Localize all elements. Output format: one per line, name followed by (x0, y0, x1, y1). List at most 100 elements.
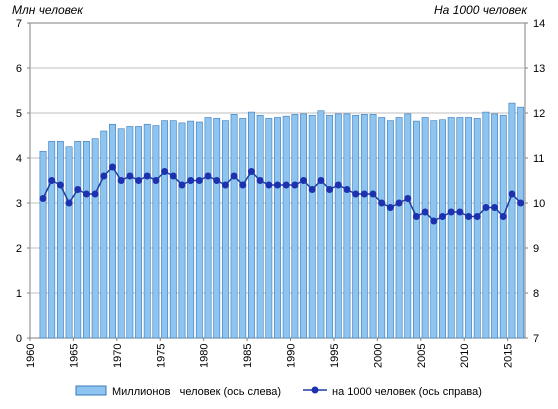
right-tick-label: 13 (533, 63, 545, 75)
line-point (39, 195, 47, 202)
bar (282, 115, 290, 339)
line-point (447, 208, 455, 216)
x-tick-label: 1985 (242, 344, 254, 368)
bar (491, 113, 499, 339)
left-tick-label: 6 (16, 63, 22, 75)
line-point (308, 186, 316, 193)
bar (291, 114, 299, 339)
bar (413, 120, 420, 339)
bar (334, 113, 342, 339)
line-point (430, 217, 438, 225)
bar (300, 113, 307, 339)
line-point (326, 186, 334, 193)
bar (126, 126, 134, 339)
bar (465, 117, 472, 339)
bar (169, 120, 177, 339)
line-point (378, 199, 386, 207)
bar (74, 141, 82, 339)
line-point (117, 177, 125, 184)
x-tick-label: 1980 (199, 344, 211, 368)
line-point (360, 190, 368, 198)
right-tick-label: 14 (533, 18, 545, 30)
bar (248, 111, 255, 339)
x-tick-label: 1965 (68, 344, 80, 368)
bar (135, 126, 142, 339)
line-point (343, 186, 351, 193)
left-tick-label: 4 (16, 153, 22, 165)
right-tick-label: 9 (533, 243, 539, 255)
line-point (334, 181, 342, 189)
line-point (282, 181, 290, 189)
bar (83, 141, 90, 339)
line-point (265, 181, 273, 189)
bar (317, 110, 325, 339)
line-point (195, 177, 203, 184)
x-tick-label: 1960 (25, 344, 37, 368)
left-tick-label: 0 (16, 333, 22, 345)
bar (204, 117, 212, 339)
line-point (143, 172, 151, 180)
left-tick-label: 7 (16, 18, 22, 30)
line-point (499, 213, 507, 220)
bar (239, 118, 247, 339)
bar (152, 125, 160, 339)
line-point (74, 186, 82, 193)
bar (195, 121, 203, 339)
line-point (274, 181, 281, 189)
bar (100, 130, 108, 339)
bar (143, 123, 151, 339)
line-point (82, 190, 90, 198)
line-point (100, 172, 108, 180)
line-point (126, 172, 134, 180)
legend-bar-label: Миллионов человек (ось слева) (112, 386, 281, 398)
x-axis-ticks: 1960 1965 1970 1975 1980 1985 1990 1995 2000 2005… (25, 338, 515, 368)
bar (447, 117, 455, 339)
right-axis-ticks: 7 8 9 10 11 12 13 14 (525, 18, 545, 345)
x-tick-label: 2015 (503, 344, 515, 368)
bar (360, 114, 368, 339)
line-point (482, 204, 490, 211)
bar (378, 117, 386, 339)
line-point (317, 177, 325, 184)
bar (39, 150, 47, 339)
line-point (91, 190, 99, 198)
left-axis-ticks: 0 1 2 3 4 5 6 7 (16, 18, 30, 345)
bar (56, 141, 64, 339)
bar (187, 120, 195, 339)
line-point (161, 168, 169, 175)
bar (517, 106, 525, 339)
line-point (352, 190, 360, 198)
bar (274, 117, 281, 339)
bar (213, 118, 221, 339)
x-tick-label: 2010 (459, 344, 471, 368)
line-point (152, 177, 160, 184)
line-point (56, 181, 64, 189)
line-point (300, 177, 308, 184)
left-tick-label: 5 (16, 108, 22, 120)
right-tick-label: 11 (533, 153, 544, 165)
bar (221, 120, 229, 339)
bar (230, 114, 238, 339)
x-tick-label: 1975 (155, 344, 167, 368)
line-point (291, 181, 299, 189)
right-tick-label: 7 (533, 333, 539, 345)
line-point (169, 172, 177, 180)
line-point (421, 208, 429, 216)
bar (343, 113, 351, 339)
bar (308, 114, 316, 339)
bar (178, 122, 186, 339)
bar (482, 111, 490, 339)
line-point (109, 163, 116, 171)
line-point (412, 213, 420, 220)
bar (508, 102, 516, 339)
line-point (48, 177, 56, 184)
line-point (239, 181, 247, 189)
right-tick-label: 8 (533, 288, 539, 300)
bar (499, 114, 507, 339)
line-point (439, 213, 446, 220)
line-point (187, 177, 195, 184)
line-point (404, 195, 412, 202)
left-axis-title: Млн человек (12, 3, 84, 17)
line-point (395, 199, 403, 207)
x-tick-label: 1995 (329, 344, 341, 368)
